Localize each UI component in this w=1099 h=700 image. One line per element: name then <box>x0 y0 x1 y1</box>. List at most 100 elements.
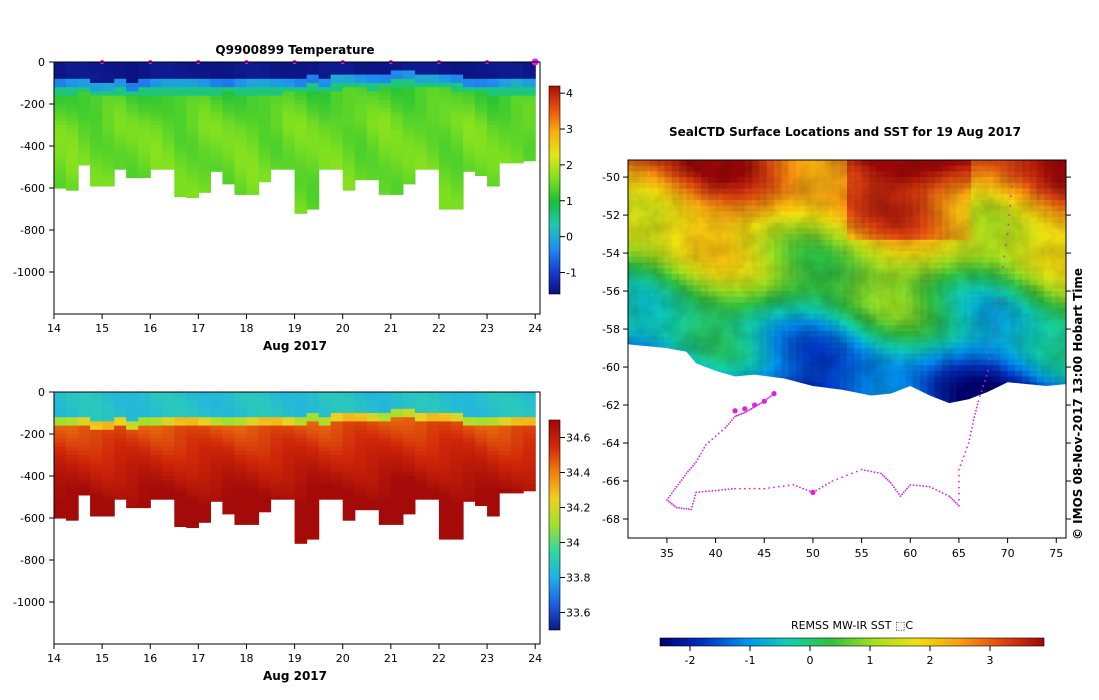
salinity-cell <box>499 471 512 477</box>
salinity-cell <box>210 455 224 460</box>
salinity-cell <box>330 400 344 406</box>
temperature-cell <box>150 129 163 134</box>
temperature-cell <box>66 120 79 126</box>
temperature-cell <box>90 167 103 172</box>
temperature-cell <box>366 62 380 67</box>
temperature-cell <box>102 70 115 76</box>
temperature-cell <box>330 83 344 88</box>
temperature-cell <box>330 129 344 134</box>
salinity-cell <box>306 413 320 418</box>
temperature-cell <box>390 104 404 109</box>
temperature-cell <box>354 66 368 71</box>
salinity-cell <box>463 484 476 490</box>
salinity-cell <box>511 446 524 452</box>
temperature-cell <box>450 196 464 202</box>
temperature-cell <box>246 146 260 151</box>
salinity-cell <box>294 400 308 406</box>
colorbar-tick-label: 4 <box>566 87 573 100</box>
temperature-cell <box>222 162 236 168</box>
salinity-cell <box>402 404 416 410</box>
temperature-cell <box>390 83 404 88</box>
salinity-cell <box>210 446 224 452</box>
salinity-cell <box>294 392 308 397</box>
temperature-cell <box>511 70 524 76</box>
salinity-cell <box>174 459 187 464</box>
temperature-cell <box>54 108 67 113</box>
temperature-cell <box>487 83 500 88</box>
temperature-title: Q9900899 Temperature <box>215 43 374 57</box>
temperature-cell <box>354 158 368 164</box>
salinity-cell <box>463 471 476 477</box>
temperature-cell <box>414 146 428 151</box>
salinity-cell <box>282 497 296 500</box>
salinity-cell <box>342 467 356 473</box>
temperature-cell <box>426 99 440 105</box>
salinity-cell <box>186 450 199 456</box>
temperature-cell <box>463 108 476 113</box>
temperature-cell <box>102 104 115 109</box>
temperature-cell <box>234 83 248 88</box>
temperature-cell <box>78 95 91 101</box>
temperature-cell <box>138 133 151 139</box>
temperature-cell <box>258 62 272 67</box>
salinity-cell <box>354 476 368 481</box>
temperature-cell <box>511 91 524 97</box>
temperature-cell <box>487 91 500 97</box>
temperature-cell <box>102 78 115 84</box>
salinity-cell <box>54 480 67 485</box>
temperature-cell <box>198 62 211 67</box>
temperature-cell <box>66 95 79 101</box>
salinity-cell <box>523 463 536 469</box>
salinity-cell <box>390 467 404 473</box>
salinity-cell <box>330 455 344 460</box>
temperature-cell <box>162 167 175 170</box>
salinity-cell <box>282 400 296 406</box>
salinity-cell <box>354 400 368 406</box>
salinity-cell <box>126 501 139 506</box>
temperature-cell <box>342 74 356 80</box>
salinity-cell <box>306 434 320 439</box>
temperature-cell <box>66 150 79 155</box>
salinity-cell <box>366 404 380 410</box>
temperature-cell <box>354 83 368 88</box>
temperature-cell <box>463 158 476 164</box>
temperature-cell <box>511 74 524 80</box>
temperature-cell <box>150 95 163 101</box>
salinity-cell <box>463 425 476 431</box>
salinity-cell <box>499 408 512 414</box>
salinity-cell <box>162 413 175 418</box>
temperature-cell <box>162 162 175 168</box>
temperature-cell <box>162 146 175 151</box>
temperature-cell <box>150 91 163 97</box>
temperature-cell <box>475 116 488 122</box>
temperature-cell <box>390 175 404 181</box>
temperature-cell <box>475 133 488 139</box>
temperature-cell <box>162 62 175 67</box>
salinity-cell <box>450 413 464 418</box>
salinity-cell <box>511 467 524 473</box>
temperature-cell <box>438 66 452 71</box>
salinity-cell <box>174 408 187 414</box>
temperature-cell <box>450 179 464 185</box>
salinity-cell <box>90 513 103 517</box>
temperature-cell <box>126 154 139 160</box>
temperature-cell <box>306 175 320 181</box>
temperature-cell <box>234 91 248 97</box>
temperature-cell <box>66 141 79 147</box>
temperature-cell <box>450 95 464 101</box>
salinity-cell <box>246 505 260 511</box>
salinity-cell <box>210 429 224 435</box>
salinity-cell <box>354 463 368 469</box>
temperature-cell <box>126 87 139 92</box>
salinity-cell <box>102 505 115 511</box>
temperature-cell <box>487 66 500 71</box>
salinity-cell <box>414 429 428 435</box>
temperature-cell <box>330 70 344 76</box>
temperature-cell <box>66 162 79 168</box>
salinity-cell <box>186 463 199 469</box>
salinity-cell <box>523 438 536 443</box>
temperature-cell <box>258 146 272 151</box>
salinity-x-ticks: 14 15 16 17 18 19 20 21 22 23 24 <box>47 644 542 665</box>
salinity-cell <box>450 438 464 443</box>
temperature-cell <box>90 91 103 97</box>
